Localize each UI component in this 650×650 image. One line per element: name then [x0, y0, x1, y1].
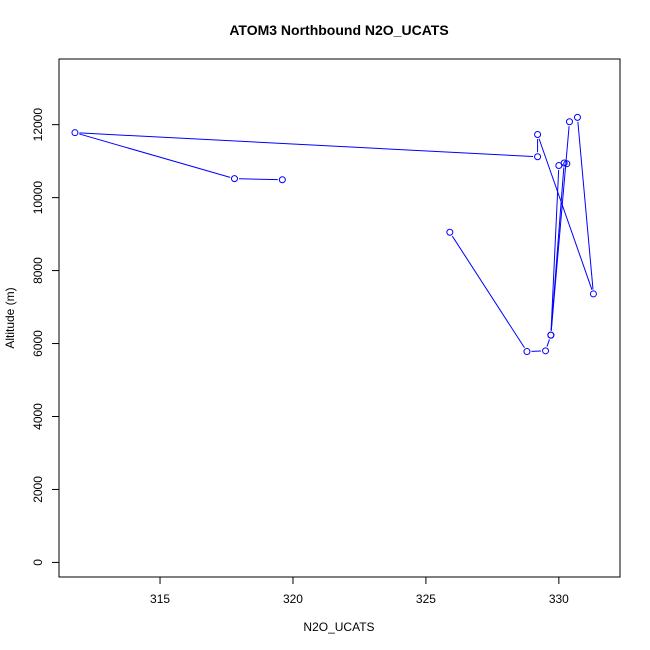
data-point	[555, 162, 563, 170]
y-axis: 0 2000 4000 6000 8000 10000 12000	[31, 108, 59, 566]
series-segment	[79, 132, 534, 158]
y-tick-label: 8000	[31, 257, 45, 284]
data-point	[523, 348, 531, 356]
data-point	[542, 347, 550, 355]
series-layer	[71, 113, 597, 356]
y-tick-label: 12000	[31, 108, 45, 142]
series-segment	[577, 121, 594, 290]
x-axis: 315 320 325 330	[150, 577, 569, 606]
chart-title: ATOM3 Northbound N2O_UCATS	[229, 22, 448, 38]
data-point	[278, 176, 286, 184]
data-point	[230, 175, 238, 183]
data-point	[565, 118, 573, 126]
y-tick-label: 4000	[31, 403, 45, 430]
x-tick-label: 315	[150, 592, 170, 606]
series-segment	[79, 133, 231, 178]
y-axis-label: Altitude (m)	[3, 287, 17, 348]
data-point	[589, 290, 597, 298]
data-point	[534, 131, 542, 139]
series-segment	[550, 169, 560, 331]
data-point	[534, 153, 542, 161]
data-point	[563, 160, 571, 168]
data-point	[573, 113, 581, 121]
y-tick-label: 2000	[31, 476, 45, 503]
data-point	[71, 129, 79, 137]
x-axis-label: N2O_UCATS	[303, 620, 374, 634]
x-tick-label: 330	[549, 592, 569, 606]
x-tick-label: 325	[416, 592, 436, 606]
series-segment	[546, 339, 550, 347]
y-tick-label: 0	[31, 559, 45, 566]
data-point	[446, 228, 454, 236]
x-tick-label: 320	[283, 592, 303, 606]
y-tick-label: 10000	[31, 181, 45, 215]
series-segment	[238, 178, 278, 181]
series-segment	[538, 138, 593, 290]
y-tick-label: 6000	[31, 330, 45, 357]
series-segment	[550, 126, 570, 331]
plot-frame	[58, 58, 621, 578]
series-segment	[451, 235, 525, 349]
data-point	[547, 331, 555, 339]
